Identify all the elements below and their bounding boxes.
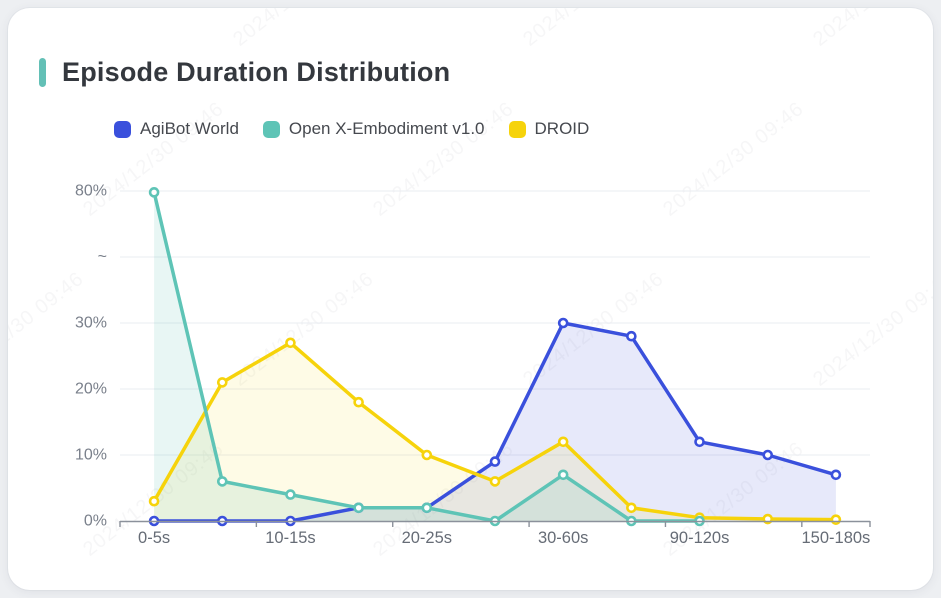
series-area-droid xyxy=(154,342,836,521)
data-point-droid-30-60s[interactable] xyxy=(557,436,569,448)
data-point-open-x-embodiment-v1-0-20-25s[interactable] xyxy=(421,502,433,514)
title-accent-bar xyxy=(39,57,46,87)
y-axis-label: ~ xyxy=(98,249,107,266)
data-point-agibot-world-60-90s[interactable] xyxy=(626,330,637,342)
y-axis-label: 10% xyxy=(75,447,107,464)
data-point-droid-20-25s[interactable] xyxy=(421,449,433,461)
data-point-droid-15-20s[interactable] xyxy=(353,396,364,408)
x-axis-label: 150-180s xyxy=(802,529,871,547)
chart-header: Episode Duration Distribution xyxy=(39,56,450,88)
data-point-open-x-embodiment-v1-0-0-5s[interactable] xyxy=(148,187,160,198)
data-point-droid-150-180s[interactable] xyxy=(830,514,842,525)
page-title: Episode Duration Distribution xyxy=(62,56,451,87)
data-point-droid-5-10s[interactable] xyxy=(216,377,228,388)
legend-label: DROID xyxy=(534,119,590,138)
data-point-open-x-embodiment-v1-0-10-15s[interactable] xyxy=(285,489,296,500)
y-axis-label: 20% xyxy=(75,381,107,398)
data-point-droid-10-15s[interactable] xyxy=(285,337,296,349)
data-point-droid-0-5s[interactable] xyxy=(148,495,160,507)
data-point-agibot-world-90-120s[interactable] xyxy=(694,436,705,448)
legend-label: AgiBot World xyxy=(140,119,239,138)
series-area-agibot-world xyxy=(154,323,836,521)
legend-swatch-icon xyxy=(508,120,526,138)
data-point-agibot-world-150-180s[interactable] xyxy=(830,469,842,481)
legend-item-droid[interactable]: DROID xyxy=(508,119,590,139)
chart-legend: AgiBot World Open X-Embodiment v1.0 DROID xyxy=(114,117,589,141)
data-point-open-x-embodiment-v1-0-5-10s[interactable] xyxy=(216,476,228,487)
x-axis-label: 0-5s xyxy=(138,529,170,547)
data-point-open-x-embodiment-v1-0-15-20s[interactable] xyxy=(353,502,364,514)
data-point-open-x-embodiment-v1-0-30-60s[interactable] xyxy=(557,469,569,481)
x-axis-label: 30-60s xyxy=(538,529,588,547)
legend-swatch-icon xyxy=(114,120,131,138)
x-axis-label: 20-25s xyxy=(402,529,452,547)
legend-item-open-x-embodiment-v1-0[interactable]: Open X-Embodiment v1.0 xyxy=(262,119,485,139)
legend-swatch-icon xyxy=(262,120,280,138)
y-axis-label: 30% xyxy=(75,315,107,332)
data-point-droid-25-30s[interactable] xyxy=(489,476,501,487)
x-axis-label: 90-120s xyxy=(670,529,730,547)
y-axis-label: 0% xyxy=(84,513,107,530)
x-axis-label: 10-15s xyxy=(265,529,315,547)
y-axis-label: 80% xyxy=(75,183,107,200)
legend-item-agibot-world[interactable]: AgiBot World xyxy=(114,119,239,139)
legend-label: Open X-Embodiment v1.0 xyxy=(288,119,485,138)
data-point-droid-60-90s[interactable] xyxy=(626,502,637,514)
data-point-agibot-world-120-150s[interactable] xyxy=(762,449,774,461)
series-area-open-x-embodiment-v1-0 xyxy=(154,192,700,521)
data-point-agibot-world-30-60s[interactable] xyxy=(557,317,569,329)
chart-card: 2024/12/30 09:46 2024/12/30 09:46 2024/12/… xyxy=(8,8,933,590)
data-point-agibot-world-25-30s[interactable] xyxy=(489,456,501,467)
